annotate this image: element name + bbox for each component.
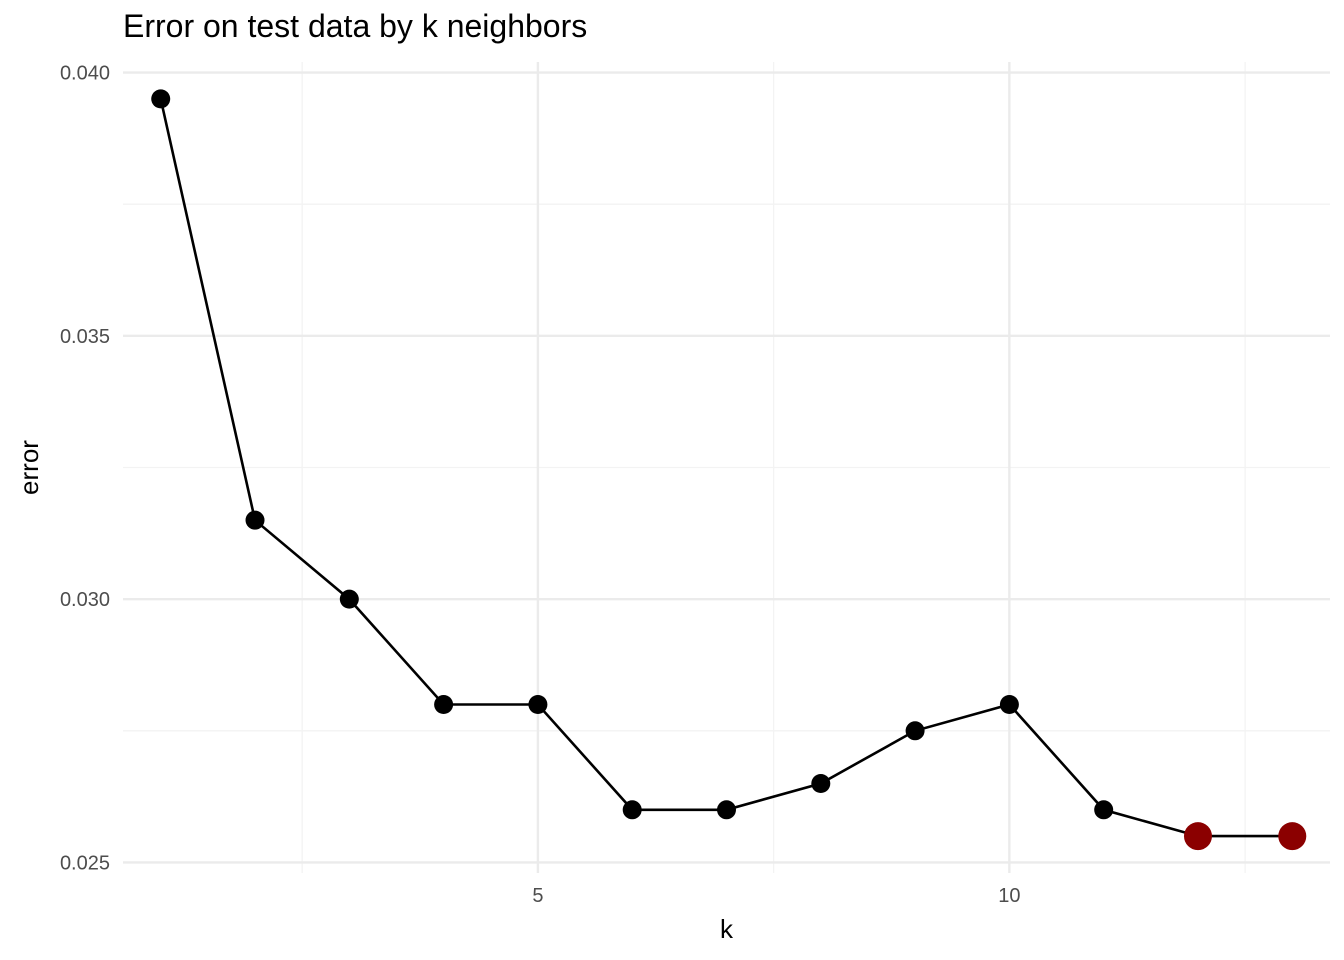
y-tick-label: 0.030: [60, 589, 110, 611]
x-axis-title: k: [720, 914, 734, 944]
x-tick-label: 5: [532, 885, 543, 907]
data-point: [905, 721, 925, 741]
x-tick-label: 10: [998, 885, 1020, 907]
y-tick-label: 0.025: [60, 852, 110, 874]
data-point: [245, 510, 265, 530]
data-point: [151, 89, 171, 109]
y-tick-label: 0.035: [60, 326, 110, 348]
y-axis-title: error: [14, 440, 44, 495]
data-point: [811, 773, 831, 793]
y-tick-label: 0.040: [60, 63, 110, 85]
data-point: [999, 694, 1019, 714]
tick-labels: 0.025 0.030 0.035 0.040 5 10: [60, 63, 1021, 907]
data-point: [717, 800, 736, 820]
highlight-point: [1183, 822, 1212, 851]
highlight-point: [1278, 822, 1307, 851]
data-point: [1094, 800, 1114, 820]
data-point: [528, 694, 548, 714]
data-points: [151, 89, 1307, 851]
data-point: [339, 589, 359, 609]
grid: [123, 62, 1330, 873]
chart-title: Error on test data by k neighbors: [123, 8, 588, 44]
data-point: [434, 694, 454, 714]
data-point: [622, 800, 642, 820]
